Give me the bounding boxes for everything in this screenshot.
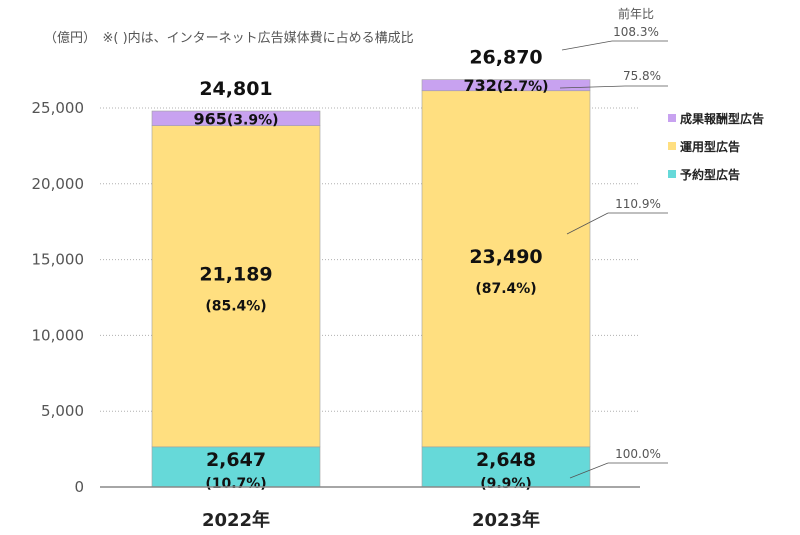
segment-value-label: 2,647 [206,449,266,471]
bar-segment-2-1 [421,79,591,92]
y-tick-label: 5,000 [41,402,84,420]
y-tick-label: 20,000 [32,175,85,193]
x-category-label: 2022年 [202,509,270,531]
total-label: 26,870 [469,47,542,69]
yoy-leader-line [569,462,609,479]
segment-share-label: (85.4%) [205,298,266,314]
yoy-label: 100.0% [615,447,661,461]
segment-value-label: 21,189 [199,263,272,285]
bars [151,79,591,488]
yoy-header: 前年比 [618,6,654,21]
bar-segment-1-1 [421,90,591,448]
data-labels: 2,647 (10.7%) 21,189 (85.4%) 965(3.9%) 24,801… [193,47,548,492]
yoy-leader-line [559,85,626,89]
segment-share-label: (10.7%) [205,476,266,492]
yoy-leader-line [561,40,613,51]
legend-swatch [668,114,676,122]
segment-share-label: (9.9%) [480,476,532,492]
bar-segment-0-1 [421,446,591,488]
x-category-label: 2023年 [472,509,540,531]
yoy-label: 108.3% [613,25,659,39]
yoy-label: 75.8% [623,69,661,83]
y-tick-label: 10,000 [32,326,85,344]
total-label: 24,801 [199,78,272,100]
segment-label: 965(3.9%) [193,109,278,128]
yoy-label: 110.9% [615,197,661,211]
segment-share-label: (87.4%) [475,281,536,297]
legend-label: 運用型広告 [680,139,740,154]
legend-swatch [668,170,676,178]
legend-swatch [668,142,676,150]
y-tick-label: 25,000 [32,99,85,117]
legend-label: 予約型広告 [680,167,740,182]
bar-segment-2-0 [151,110,321,126]
bar-segment-1-0 [151,125,321,448]
yoy-leader-line [566,212,609,235]
axes: 0 5,000 10,000 15,000 20,000 25,000 2022年 2023年 [32,99,640,531]
unit-note: （億円） ※( )内は、インターネット広告媒体費に占める構成比 [44,30,414,46]
segment-value-label: 2,648 [476,449,536,471]
bar-segment-0-0 [151,446,321,488]
legend-label: 成果報酬型広告 [680,111,764,126]
yoy-annotations: 前年比 108.3% 75.8% 110.9% 100.0% [559,6,668,479]
segment-value-label: 23,490 [469,246,542,268]
segment-label: 732(2.7%) [463,76,548,95]
y-tick-label: 15,000 [32,251,85,269]
y-tick-label: 0 [74,478,84,496]
